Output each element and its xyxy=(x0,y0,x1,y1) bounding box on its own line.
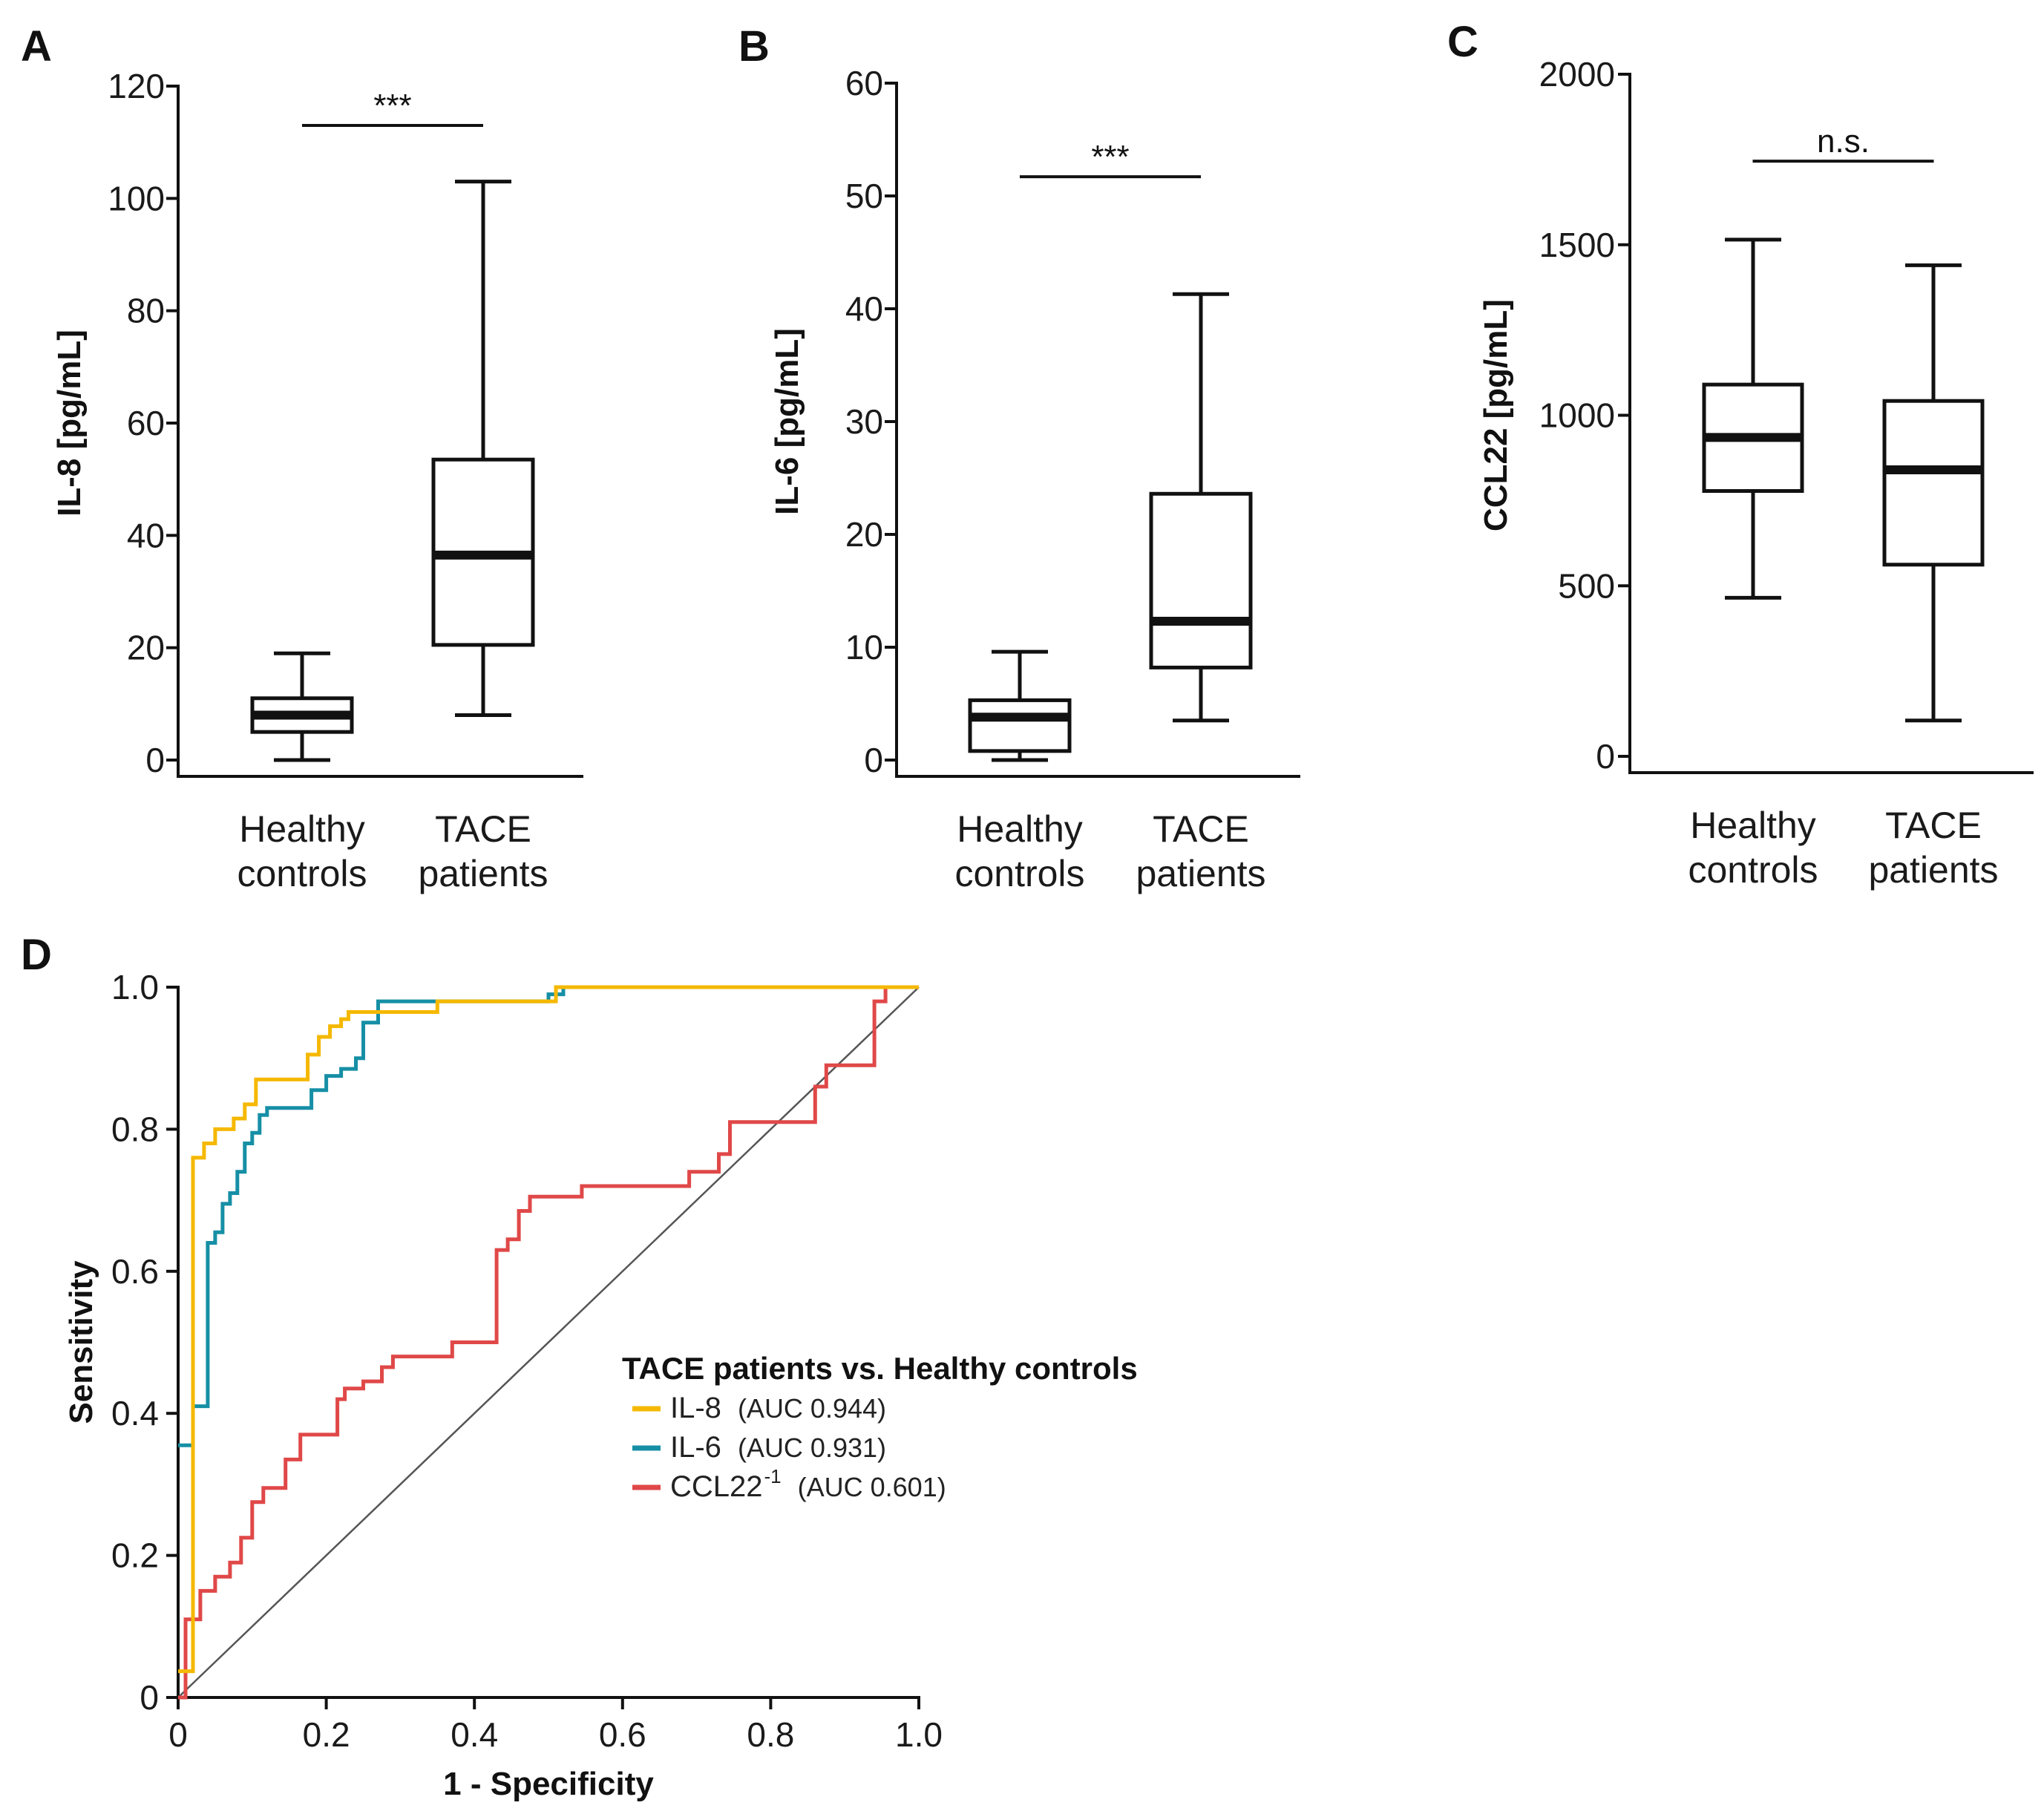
legend-series-auc: (AUC 0.601) xyxy=(798,1472,946,1502)
y-tick-label: 0.2 xyxy=(111,1536,159,1575)
y-tick-label: 2000 xyxy=(1539,55,1615,94)
category-label-line2: controls xyxy=(954,853,1084,894)
significance-label: *** xyxy=(373,88,411,124)
x-tick-label: 0.6 xyxy=(599,1715,646,1754)
y-tick-label: 20 xyxy=(127,629,165,667)
roc-curve-il-6 xyxy=(178,985,919,1447)
legend-series-name: CCL22 xyxy=(670,1470,763,1503)
x-tick-label: 0 xyxy=(168,1715,188,1754)
box-tace-patients xyxy=(1149,292,1253,723)
y-tick-label: 0 xyxy=(1596,737,1615,776)
x-tick-label: 0.8 xyxy=(747,1715,794,1754)
box-healthy-controls xyxy=(250,651,354,762)
y-tick-label: 0 xyxy=(145,741,165,779)
box-iqr xyxy=(1882,399,1985,567)
y-tick-label: 1000 xyxy=(1539,396,1615,435)
y-tick-label: 60 xyxy=(845,64,883,102)
y-tick-label: 50 xyxy=(845,177,883,215)
y-tick-label: 40 xyxy=(845,289,883,328)
y-tick-label: 0.6 xyxy=(111,1252,159,1291)
y-tick-label: 1500 xyxy=(1539,226,1615,264)
box-healthy-controls xyxy=(1702,238,1804,600)
legend-series-auc: (AUC 0.944) xyxy=(738,1393,886,1424)
category-label-line1: Healthy xyxy=(1690,805,1816,846)
box-tace-patients xyxy=(1882,263,1985,723)
category-label-line2: controls xyxy=(1688,849,1818,891)
y-tick-label: 80 xyxy=(127,292,165,330)
y-tick-label: 30 xyxy=(845,402,883,441)
category-label-line2: controls xyxy=(237,853,367,894)
panel-letter: B xyxy=(738,22,770,71)
category-label-line2: patients xyxy=(1868,849,1998,891)
category-label-line1: TACE xyxy=(1885,805,1982,846)
panel-letter: D xyxy=(21,931,52,979)
y-tick-label: 0.4 xyxy=(111,1394,159,1432)
category-label-line1: TACE xyxy=(435,808,531,850)
legend-series-auc: (AUC 0.931) xyxy=(738,1432,886,1463)
box-iqr xyxy=(1149,491,1253,669)
reference-diagonal xyxy=(177,986,920,1698)
y-tick-label: 120 xyxy=(108,67,165,105)
x-tick-label: 0.4 xyxy=(451,1715,498,1754)
legend-series-superscript: -1 xyxy=(764,1465,782,1487)
roc-curve-il-8 xyxy=(178,985,919,1674)
category-label-line2: patients xyxy=(1136,853,1265,894)
y-tick-label: 0.8 xyxy=(111,1110,159,1148)
y-tick-label: 500 xyxy=(1558,566,1615,605)
y-axis-title: IL-8 [pg/mL] xyxy=(51,330,88,517)
category-label-line1: TACE xyxy=(1153,808,1249,850)
x-tick-label: 0.2 xyxy=(303,1715,350,1754)
legend-series-name: IL-6 xyxy=(670,1431,721,1464)
legend-title: TACE patients vs. Healthy controls xyxy=(622,1351,1138,1386)
legend-series-name: IL-8 xyxy=(670,1392,721,1424)
panel-letter: C xyxy=(1447,18,1478,66)
y-axis-title: CCL22 [pg/mL] xyxy=(1478,299,1514,531)
y-tick-label: 0 xyxy=(864,741,883,779)
y-tick-label: 60 xyxy=(127,404,165,442)
panel-letter: A xyxy=(21,22,52,71)
x-tick-label: 1.0 xyxy=(895,1715,943,1754)
y-tick-label: 10 xyxy=(845,628,883,667)
roc-curve-ccl22 xyxy=(178,985,919,1700)
y-tick-label: 40 xyxy=(127,516,165,554)
significance-label: *** xyxy=(1091,139,1129,175)
y-axis-title: IL-6 [pg/mL] xyxy=(769,328,805,515)
category-label-line2: patients xyxy=(418,853,548,894)
panel-c: C 0 500 1000 1500 2000 CCL22 [pg/mL] Healthycon… xyxy=(1447,18,2034,891)
legend: TACE patients vs. Healthy controls IL-8 (A… xyxy=(622,1351,1138,1503)
category-label-line1: Healthy xyxy=(957,808,1083,850)
significance-label: n.s. xyxy=(1817,123,1870,160)
y-tick-label: 0 xyxy=(140,1678,159,1717)
box-iqr xyxy=(968,698,1072,753)
y-tick-label: 20 xyxy=(845,515,883,554)
box-healthy-controls xyxy=(968,649,1072,762)
y-axis-title: Sensitivity xyxy=(63,1260,99,1424)
y-tick-label: 1.0 xyxy=(111,968,159,1006)
panel-b: B 0 10 20 30 40 50 60 IL-6 [pg/mL] Healthycontrol… xyxy=(738,22,1300,894)
x-axis-title: 1 - Specificity xyxy=(443,1766,654,1802)
panel-d: D 0 0.2 0.4 0.6 0.8 1.0 0 0.2 0.4 0.6 0.8 1.0 Sensiti… xyxy=(21,931,1138,1802)
y-tick-label: 100 xyxy=(108,179,165,217)
panel-a: A 0 20 40 60 80 100 120 IL-8 [pg/mL] Healthycontr… xyxy=(21,22,583,894)
box-tace-patients xyxy=(431,180,535,717)
category-label-line1: Healthy xyxy=(239,808,365,850)
